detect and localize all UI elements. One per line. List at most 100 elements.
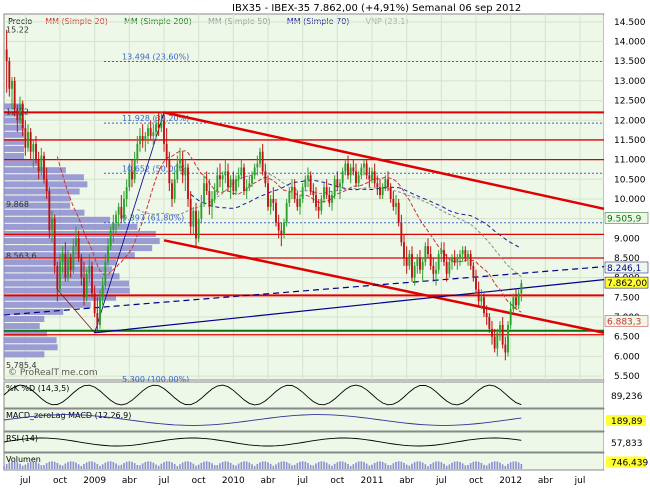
indicator-value-box	[606, 456, 646, 468]
volume-bar	[37, 463, 40, 469]
time-tick-label: 2012	[499, 476, 522, 486]
volume-bar	[243, 461, 245, 469]
candle-body	[293, 187, 296, 199]
candle-body	[123, 198, 125, 219]
candle-body	[237, 175, 240, 180]
price-tick-label: 13.500	[614, 57, 646, 67]
candle-body	[291, 187, 293, 192]
candle-body	[8, 61, 11, 89]
volume-bar	[123, 462, 125, 469]
candle-body	[91, 265, 93, 294]
volume-bar	[272, 465, 275, 469]
volume-bar	[328, 464, 331, 469]
candle-body	[424, 246, 427, 262]
indicator-title: %K %D (14,3,5)	[6, 384, 69, 393]
time-tick-label: oct	[53, 476, 67, 486]
volume-bar	[171, 462, 173, 469]
candle-body	[168, 159, 171, 184]
fib-label: 13.494 (23,60%)	[122, 52, 189, 61]
volume-bar	[187, 461, 189, 469]
price-tick-label: 11.500	[614, 136, 646, 146]
volume-bar	[400, 461, 403, 469]
candle-body	[165, 143, 168, 160]
price-tick-label: 10.500	[614, 175, 646, 185]
price-tick-label: 7.500	[614, 293, 640, 303]
candle-body	[85, 273, 88, 298]
volume-bar	[517, 462, 520, 469]
candle-body	[357, 175, 360, 184]
volume-bar	[499, 462, 501, 469]
candle-body	[203, 183, 205, 203]
volume-bar	[208, 461, 211, 469]
candle-body	[453, 258, 456, 262]
volume-bar	[515, 461, 517, 469]
profile-bar	[4, 323, 40, 330]
volume-bar	[416, 461, 419, 469]
volume-bar	[419, 461, 421, 469]
candle-body	[256, 163, 259, 168]
volume-bar	[139, 465, 141, 469]
volume-bar	[157, 465, 160, 469]
volume-bar	[69, 461, 72, 469]
profile-bar	[4, 294, 117, 301]
candle-body	[397, 202, 400, 223]
candle-body	[125, 187, 128, 199]
candle-body	[195, 210, 197, 239]
volume-bar	[509, 462, 512, 469]
profile-bar	[4, 195, 71, 202]
volume-bar	[408, 465, 411, 469]
candle-body	[64, 254, 67, 278]
volume-bar	[483, 464, 485, 469]
volume-bar	[280, 461, 283, 469]
volume-bar	[53, 461, 56, 469]
volume-bar	[56, 462, 59, 469]
candle-body	[243, 167, 245, 192]
time-tick-label: 2009	[83, 476, 106, 486]
candle-body	[37, 159, 40, 172]
volume-bar	[467, 464, 469, 469]
candle-body	[131, 171, 133, 180]
volume-bar	[27, 462, 29, 469]
candle-body	[355, 171, 357, 184]
volume-bar	[507, 463, 509, 469]
price-tag-box	[604, 315, 649, 327]
volume-bar	[99, 465, 101, 469]
volume-bar	[251, 464, 253, 469]
volume-bar	[48, 461, 51, 469]
volume-bar	[469, 463, 472, 469]
volume-bar	[349, 466, 352, 469]
volume-bar	[21, 465, 24, 469]
trend-line-upper	[163, 111, 605, 211]
candle-body	[395, 202, 397, 207]
volume-bar	[245, 461, 248, 469]
volume-bar	[197, 464, 200, 469]
indicator-value: 89,236	[611, 392, 643, 402]
volume-bar	[403, 462, 405, 469]
volume-bar	[256, 464, 259, 469]
candle-body	[69, 258, 72, 270]
volume-bar	[240, 462, 243, 469]
volume-bar	[80, 465, 83, 469]
candle-body	[32, 143, 35, 152]
volume-bar	[301, 461, 304, 469]
candle-body	[120, 206, 123, 219]
candle-body	[211, 198, 213, 207]
volume-bar	[173, 464, 176, 469]
candle-body	[187, 167, 189, 199]
price-tag-box	[604, 212, 649, 224]
volume-bar	[216, 465, 219, 469]
candle-body	[325, 187, 328, 196]
volume-bar	[221, 461, 224, 469]
candle-body	[299, 198, 301, 207]
volume-bar	[285, 461, 288, 469]
volume-bar	[309, 464, 312, 469]
volume-bar	[323, 461, 325, 469]
volume-bar	[397, 461, 400, 469]
candle-body	[179, 159, 181, 164]
candle-body	[379, 187, 381, 196]
volume-bar	[29, 461, 32, 469]
candle-body	[496, 332, 499, 349]
indicator-line	[3, 437, 522, 447]
volume-bar	[269, 463, 272, 469]
volume-bar	[32, 461, 35, 469]
